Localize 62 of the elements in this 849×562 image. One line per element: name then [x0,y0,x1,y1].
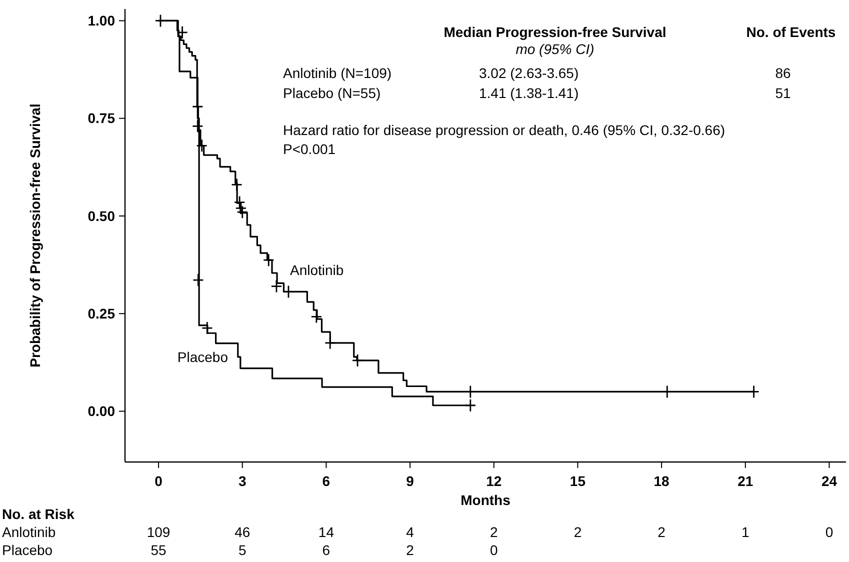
point [262,253,274,267]
text: 5 [238,542,246,558]
text: Anlotinib [2,524,56,540]
text: 1 [741,524,750,540]
y-tick-label: 1.00 [88,12,116,29]
annotation: 51 [775,85,791,101]
text: No. at Risk [2,506,75,522]
x-tick-label: 18 [654,473,670,489]
text: 6 [322,542,330,558]
annotation: Hazard ratio for disease progression or death, 0.46 (95% CI, 0.32-0.66) [283,122,726,138]
text: 46 [234,524,250,540]
text: 55 [150,542,167,558]
text: 0 [825,524,834,540]
point [236,205,248,219]
annotation: No. of Events [746,24,836,40]
point [176,26,188,40]
text: 2 [406,542,414,558]
point [352,354,364,368]
y-tick-label: 0.75 [88,110,116,126]
annotation: mo (95% CI) [516,41,594,57]
annotation: Anlotinib (N=109) [283,65,392,81]
series-label: Placebo [177,349,228,365]
point [324,336,336,350]
annotation: Placebo (N=55) [283,85,381,101]
point [235,201,247,215]
text: 4 [406,524,414,540]
text: 0 [490,542,498,558]
point [192,100,204,114]
x-tick-label: 3 [238,473,246,489]
x-tick-label: 12 [486,473,502,489]
series-label: Anlotinib [290,262,344,278]
text: 2 [490,524,498,540]
text: 14 [318,524,334,540]
x-tick-label: 15 [570,473,586,489]
y-tick-label: 0.00 [88,403,116,420]
x-axis-title: Months [460,492,511,508]
point [196,138,208,152]
x-tick-label: 9 [406,473,414,489]
point [310,310,322,324]
annotation: 1.41 (1.38-1.41) [479,85,579,101]
y-axis-title: Probability of Progression-free Survival [27,104,43,368]
text: 2 [658,524,666,540]
point [270,280,282,293]
text: Placebo [2,542,53,558]
x-tick-label: 0 [154,473,163,489]
text: 2 [574,524,582,540]
annotation: P<0.001 [283,141,336,157]
x-tick-label: 21 [738,473,754,489]
annotation: 3.02 (2.63-3.65) [479,65,579,81]
text: 109 [146,524,170,540]
point [231,178,242,192]
point [464,398,476,412]
y-tick-label: 0.50 [88,208,116,224]
point [192,119,204,133]
annotation: 86 [775,65,791,81]
x-tick-label: 24 [821,473,838,489]
annotation: Median Progression-free Survival [444,24,666,40]
point [192,273,204,287]
x-tick-label: 6 [322,473,330,489]
point [234,196,246,210]
point [201,321,213,335]
y-tick-label: 0.25 [88,306,116,322]
